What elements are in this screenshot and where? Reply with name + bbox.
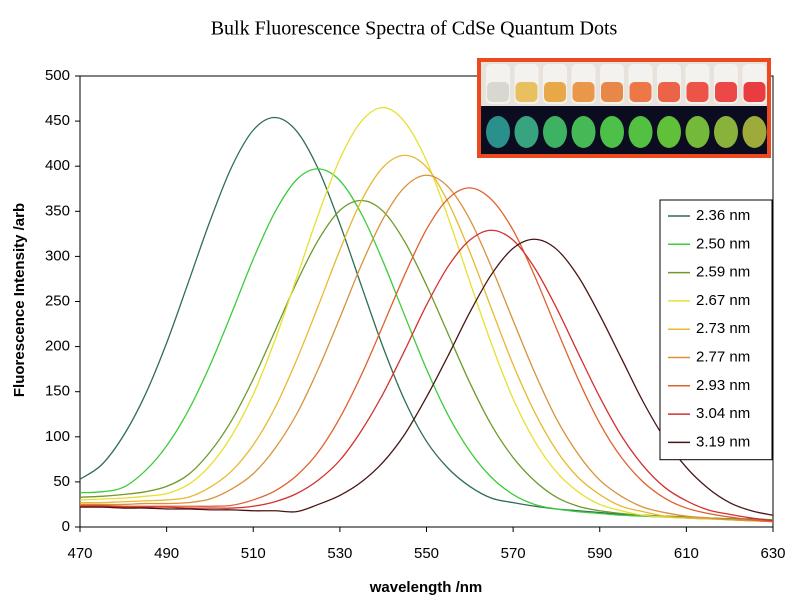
legend-label: 2.50 nm <box>696 235 750 252</box>
y-tick-label: 100 <box>45 428 70 445</box>
vial-glow <box>486 116 510 148</box>
series-line <box>80 174 774 523</box>
series-line <box>79 229 774 522</box>
vial-liquid <box>487 82 509 102</box>
legend-label: 2.73 nm <box>696 320 750 337</box>
x-tick-label: 630 <box>760 545 785 562</box>
vial-liquid <box>601 82 623 102</box>
y-tick-label: 50 <box>53 473 70 490</box>
inset-photo <box>477 58 771 158</box>
series-line <box>79 106 774 523</box>
x-tick-label: 550 <box>414 545 439 562</box>
vial-glow <box>657 116 681 148</box>
vial-liquid <box>715 82 737 102</box>
legend-label: 2.67 nm <box>696 292 750 309</box>
vial-liquid <box>544 82 566 102</box>
vial-liquid <box>658 82 680 102</box>
x-tick-label: 510 <box>241 545 266 562</box>
series-line <box>79 154 774 523</box>
y-tick-label: 200 <box>45 338 70 355</box>
legend-label: 2.36 nm <box>696 207 750 224</box>
vial-glow <box>571 116 596 148</box>
y-tick-label: 300 <box>45 247 70 264</box>
series-line <box>79 238 774 516</box>
legend-label: 2.77 nm <box>696 348 750 365</box>
series-line <box>79 187 774 523</box>
y-tick-label: 450 <box>45 112 70 129</box>
vial-glow <box>714 116 738 148</box>
y-tick-label: 150 <box>45 383 70 400</box>
vial-glow <box>600 116 624 148</box>
curves <box>79 106 774 523</box>
legend-label: 3.19 nm <box>696 433 750 450</box>
vial-glow <box>514 116 539 148</box>
vial-glow <box>543 116 567 148</box>
legend-label: 2.59 nm <box>696 264 750 281</box>
vial-glow <box>742 116 767 148</box>
chart-title: Bulk Fluorescence Spectra of CdSe Quantu… <box>211 18 618 40</box>
x-tick-label: 610 <box>674 545 699 562</box>
legend-label: 3.04 nm <box>696 405 750 422</box>
vial-liquid <box>572 82 595 102</box>
vial-liquid <box>515 82 538 102</box>
y-tick-label: 400 <box>45 157 70 174</box>
series-line <box>79 199 774 521</box>
y-tick-label: 500 <box>45 67 70 84</box>
vial-liquid <box>629 82 652 102</box>
y-tick-label: 350 <box>45 202 70 219</box>
y-tick-label: 250 <box>45 292 70 309</box>
vial-glow <box>685 116 710 148</box>
y-axis-label: Fluorescence Intensity /arb <box>11 203 28 397</box>
x-tick-label: 530 <box>327 545 352 562</box>
x-tick-label: 570 <box>501 545 526 562</box>
vial-liquid <box>743 82 766 102</box>
y-tick-label: 0 <box>62 518 70 535</box>
x-axis-label: wavelength /nm <box>369 579 483 596</box>
x-tick-label: 470 <box>67 545 92 562</box>
legend-label: 2.93 nm <box>696 377 750 394</box>
vial-liquid <box>686 82 709 102</box>
x-tick-label: 490 <box>154 545 179 562</box>
vials <box>486 64 767 148</box>
x-tick-label: 590 <box>587 545 612 562</box>
vial-glow <box>628 116 653 148</box>
